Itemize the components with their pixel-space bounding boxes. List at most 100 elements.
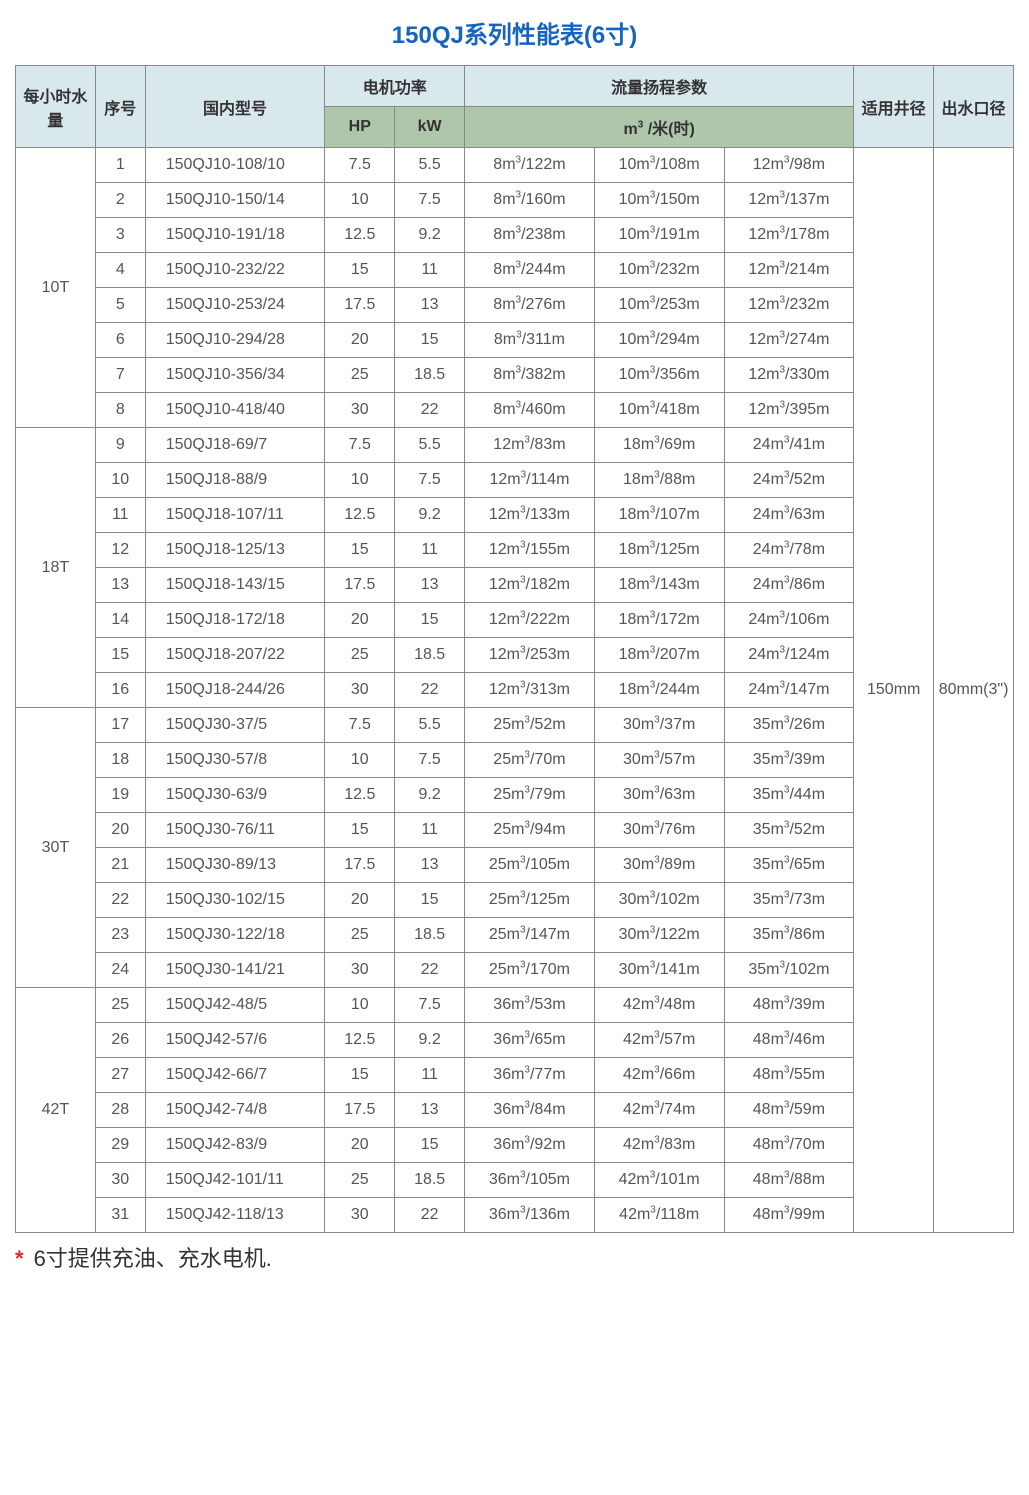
cell-flowhead: 48m3/55m [724,1058,854,1093]
footnote-text: 6寸提供充油、充水电机. [34,1246,272,1271]
table-body: 10T1150QJ10-108/107.55.58m3/122m10m3/108… [16,148,1014,1233]
cell-flowhead: 42m3/118m [594,1198,724,1233]
cell-kw: 13 [395,288,465,323]
cell-flowhead: 10m3/108m [594,148,724,183]
cell-kw: 11 [395,813,465,848]
cell-seq: 19 [95,778,145,813]
cell-flowhead: 24m3/106m [724,603,854,638]
cell-kw: 9.2 [395,218,465,253]
cell-outlet-dia: 80mm(3") [934,148,1014,1233]
cell-flowhead: 12m3/232m [724,288,854,323]
cell-flowhead: 8m3/122m [465,148,595,183]
cell-hp: 15 [325,1058,395,1093]
header-seq: 序号 [95,66,145,148]
cell-flowhead: 36m3/92m [465,1128,595,1163]
cell-flowhead: 18m3/107m [594,498,724,533]
cell-flowhead: 24m3/147m [724,673,854,708]
cell-flowhead: 12m3/330m [724,358,854,393]
cell-flowhead: 36m3/65m [465,1023,595,1058]
header-flowunit: m3 /米(时) [465,107,854,148]
cell-hp: 7.5 [325,428,395,463]
cell-flowhead: 48m3/99m [724,1198,854,1233]
cell-flowhead: 12m3/83m [465,428,595,463]
cell-kw: 13 [395,568,465,603]
cell-seq: 15 [95,638,145,673]
cell-flowhead: 35m3/44m [724,778,854,813]
cell-seq: 22 [95,883,145,918]
cell-kw: 11 [395,533,465,568]
cell-hp: 20 [325,323,395,358]
cell-flowhead: 10m3/150m [594,183,724,218]
cell-flowhead: 12m3/114m [465,463,595,498]
cell-flowhead: 48m3/70m [724,1128,854,1163]
cell-flowhead: 42m3/66m [594,1058,724,1093]
cell-hp: 17.5 [325,1093,395,1128]
cell-kw: 22 [395,953,465,988]
cell-flowhead: 12m3/178m [724,218,854,253]
cell-model: 150QJ30-63/9 [145,778,325,813]
cell-flowhead: 42m3/57m [594,1023,724,1058]
cell-seq: 14 [95,603,145,638]
cell-model: 150QJ42-83/9 [145,1128,325,1163]
cell-model: 150QJ42-48/5 [145,988,325,1023]
cell-flowhead: 35m3/102m [724,953,854,988]
cell-flowhead: 18m3/143m [594,568,724,603]
cell-hp: 10 [325,743,395,778]
cell-model: 150QJ18-207/22 [145,638,325,673]
cell-flowhead: 48m3/88m [724,1163,854,1198]
cell-hp: 7.5 [325,148,395,183]
cell-seq: 26 [95,1023,145,1058]
table-row: 10T1150QJ10-108/107.55.58m3/122m10m3/108… [16,148,1014,183]
cell-seq: 24 [95,953,145,988]
cell-flowhead: 35m3/52m [724,813,854,848]
cell-flowhead: 25m3/125m [465,883,595,918]
cell-hp: 30 [325,673,395,708]
cell-flowhead: 8m3/238m [465,218,595,253]
cell-flowhead: 25m3/170m [465,953,595,988]
cell-flowhead: 25m3/52m [465,708,595,743]
cell-model: 150QJ42-118/13 [145,1198,325,1233]
cell-hp: 12.5 [325,1023,395,1058]
cell-flowhead: 18m3/207m [594,638,724,673]
cell-kw: 18.5 [395,358,465,393]
cell-flowhead: 30m3/37m [594,708,724,743]
cell-model: 150QJ30-141/21 [145,953,325,988]
cell-flowhead: 18m3/88m [594,463,724,498]
cell-hp: 30 [325,393,395,428]
cell-flowhead: 18m3/244m [594,673,724,708]
cell-kw: 11 [395,253,465,288]
cell-flowhead: 35m3/26m [724,708,854,743]
cell-flowhead: 42m3/48m [594,988,724,1023]
cell-seq: 9 [95,428,145,463]
cell-seq: 16 [95,673,145,708]
cell-flowhead: 24m3/63m [724,498,854,533]
cell-seq: 30 [95,1163,145,1198]
group-label: 18T [16,428,96,708]
cell-flowhead: 12m3/182m [465,568,595,603]
cell-hp: 25 [325,358,395,393]
cell-flowhead: 10m3/294m [594,323,724,358]
cell-kw: 13 [395,1093,465,1128]
cell-flowhead: 25m3/94m [465,813,595,848]
performance-table: 每小时水量 序号 国内型号 电机功率 流量扬程参数 适用井径 出水口径 HP k… [15,65,1014,1233]
cell-flowhead: 48m3/59m [724,1093,854,1128]
cell-seq: 31 [95,1198,145,1233]
cell-kw: 9.2 [395,498,465,533]
cell-flowhead: 12m3/155m [465,533,595,568]
cell-hp: 17.5 [325,848,395,883]
cell-kw: 5.5 [395,708,465,743]
cell-model: 150QJ30-89/13 [145,848,325,883]
cell-flowhead: 36m3/84m [465,1093,595,1128]
cell-flowhead: 12m3/214m [724,253,854,288]
cell-seq: 23 [95,918,145,953]
cell-model: 150QJ10-253/24 [145,288,325,323]
cell-hp: 10 [325,988,395,1023]
cell-model: 150QJ10-150/14 [145,183,325,218]
cell-hp: 17.5 [325,288,395,323]
cell-flowhead: 35m3/39m [724,743,854,778]
cell-hp: 20 [325,1128,395,1163]
cell-flowhead: 18m3/69m [594,428,724,463]
cell-flowhead: 36m3/77m [465,1058,595,1093]
cell-model: 150QJ42-66/7 [145,1058,325,1093]
cell-hp: 25 [325,1163,395,1198]
